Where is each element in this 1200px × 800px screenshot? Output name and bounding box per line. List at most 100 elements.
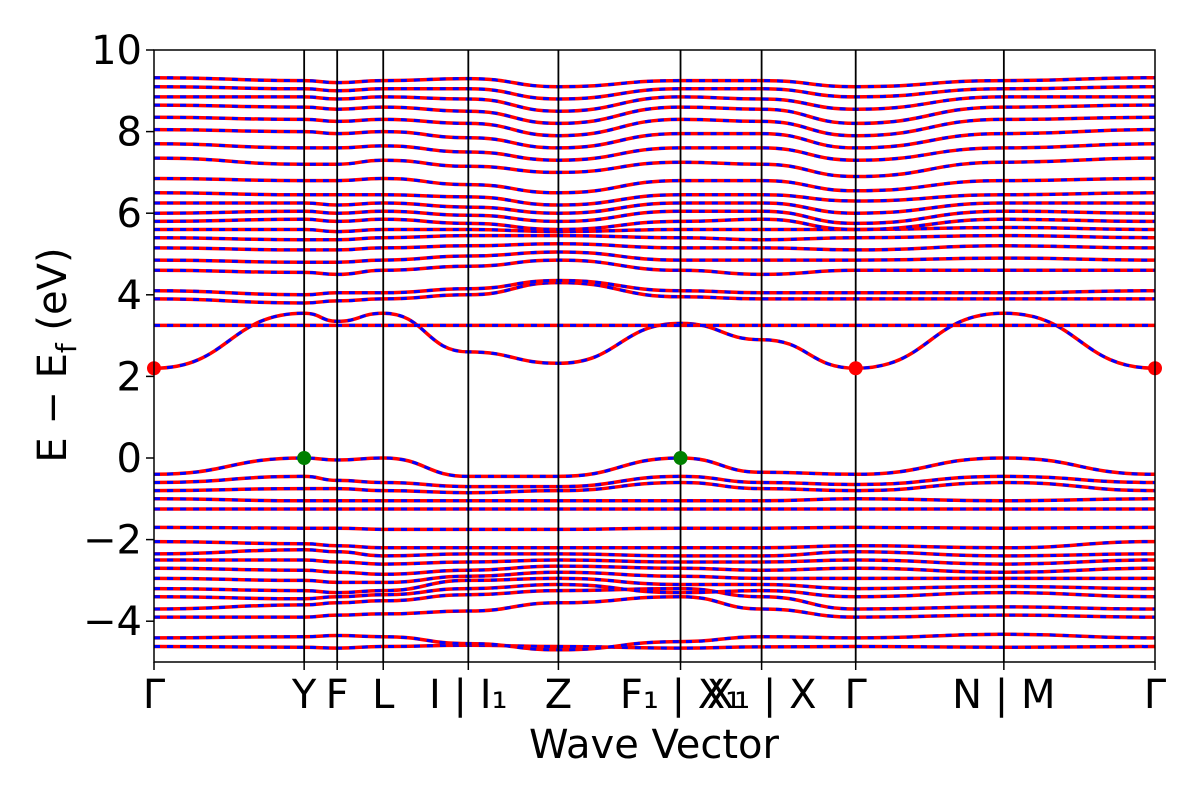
- band-30-spin-down-line: [153, 191, 1156, 207]
- band-37: [154, 95, 1155, 113]
- band-9-spin-down-line: [154, 558, 1156, 566]
- band-27-spin-down-line: [153, 217, 1156, 232]
- band-20-spin-down-line: [153, 281, 1155, 305]
- band-20: [153, 280, 1155, 305]
- band-12: [153, 525, 1156, 532]
- band-15-spin-down-line: [153, 480, 1156, 495]
- band-21-spin-down-line: [153, 278, 1156, 297]
- x-axis-label: Wave Vector: [529, 722, 780, 768]
- band-3-spin-down-line: [154, 595, 1156, 619]
- band-26-spin-down-line: [154, 225, 1156, 234]
- band-37-spin-down-line: [154, 95, 1155, 113]
- band-3: [154, 594, 1156, 619]
- band-10-spin-down-line: [153, 548, 1156, 558]
- y-tick-label: −4: [83, 599, 142, 645]
- band-29: [154, 201, 1155, 215]
- band-31: [153, 176, 1156, 195]
- band-38: [153, 84, 1156, 101]
- band-6: [153, 576, 1156, 595]
- band-33-spin-down-line: [153, 142, 1156, 162]
- band-12-spin-down-line: [153, 525, 1156, 531]
- band-32: [153, 156, 1156, 179]
- band-30: [153, 191, 1156, 207]
- band-21: [153, 278, 1156, 297]
- band-2-spin-down-line: [153, 632, 1156, 652]
- cbm-marker: [848, 361, 863, 376]
- y-tick-label: 8: [117, 110, 142, 156]
- x-tick-label: X₁ | X: [707, 672, 817, 718]
- x-tick-label: Γ: [1144, 672, 1167, 718]
- band-33: [153, 142, 1156, 162]
- band-9: [154, 558, 1156, 566]
- band-35-spin-down-line: [153, 115, 1156, 138]
- band-26: [154, 225, 1156, 234]
- high-symmetry-lines: [303, 50, 1005, 662]
- band-17-spin-down-line: [153, 456, 1156, 478]
- band-34: [153, 127, 1156, 150]
- bands-layer: [153, 75, 1156, 652]
- band-39-spin-down-line: [153, 76, 1156, 89]
- band-36: [153, 103, 1156, 126]
- band-7: [153, 570, 1155, 585]
- band-23-spin-down-line: [153, 250, 1156, 264]
- band-2: [153, 632, 1156, 652]
- x-tick-label: Y: [291, 672, 317, 718]
- x-tick-label: Γ: [143, 672, 166, 718]
- band-10: [153, 548, 1156, 558]
- band-4-spin-down-line: [153, 587, 1156, 611]
- x-tick-label: Γ: [845, 672, 868, 718]
- band-25-spin-down-line: [153, 234, 1156, 242]
- band-17: [153, 456, 1156, 479]
- band-24-spin-down-line: [153, 242, 1156, 252]
- band-27: [153, 217, 1156, 232]
- band-7-spin-down-line: [153, 570, 1155, 584]
- vbm-marker: [673, 451, 688, 465]
- band-39: [153, 75, 1156, 89]
- band-34-spin-down-line: [153, 128, 1156, 150]
- band-38-spin-down-line: [153, 85, 1156, 101]
- band-11: [153, 539, 1156, 550]
- band-29-spin-down-line: [154, 201, 1155, 215]
- band-28-spin-down-line: [153, 209, 1156, 225]
- x-tick-label: F: [326, 672, 349, 718]
- band-32-spin-down-line: [153, 156, 1156, 179]
- y-tick-label: 4: [117, 273, 142, 319]
- band-15: [153, 480, 1156, 495]
- y-tick-label: −2: [83, 518, 142, 564]
- y-tick-label: 6: [117, 191, 142, 237]
- band-16-spin-down-line: [153, 474, 1156, 489]
- band-22: [153, 258, 1155, 277]
- band-28: [153, 209, 1156, 226]
- band-24: [153, 242, 1156, 252]
- x-tick-label: F₁ | X₁: [620, 672, 741, 718]
- band-22-spin-down-line: [153, 258, 1155, 276]
- x-tick-label: Z: [545, 672, 572, 718]
- band-36-spin-down-line: [153, 103, 1156, 125]
- y-axis-ticks: 10 8 6 4 2 0 −2 −4: [83, 28, 154, 645]
- band-6-spin-down-line: [153, 576, 1156, 595]
- band-31-spin-down-line: [153, 176, 1156, 195]
- band-11-spin-down-line: [153, 540, 1156, 550]
- plot-frame: [153, 49, 1156, 663]
- band-35: [153, 115, 1156, 138]
- y-axis-label: E − Ef (eV): [30, 247, 83, 462]
- x-tick-label: N | M: [952, 672, 1055, 718]
- y-tick-label: 2: [117, 354, 142, 400]
- y-tick-label: 0: [117, 436, 142, 482]
- band-8: [153, 564, 1156, 577]
- band-14-spin-down-line: [153, 497, 1156, 503]
- y-tick-label: 10: [91, 28, 142, 74]
- band-8-spin-down-line: [153, 564, 1156, 576]
- vbm-marker: [297, 451, 312, 465]
- band-4: [153, 586, 1156, 611]
- band-16: [153, 474, 1156, 489]
- band-25: [153, 233, 1156, 242]
- band-5: [153, 582, 1156, 601]
- band-18-spin-down-line: [153, 311, 1156, 370]
- x-tick-label: L: [372, 672, 395, 718]
- band-edge-markers: [147, 361, 1162, 465]
- band-23: [153, 250, 1156, 264]
